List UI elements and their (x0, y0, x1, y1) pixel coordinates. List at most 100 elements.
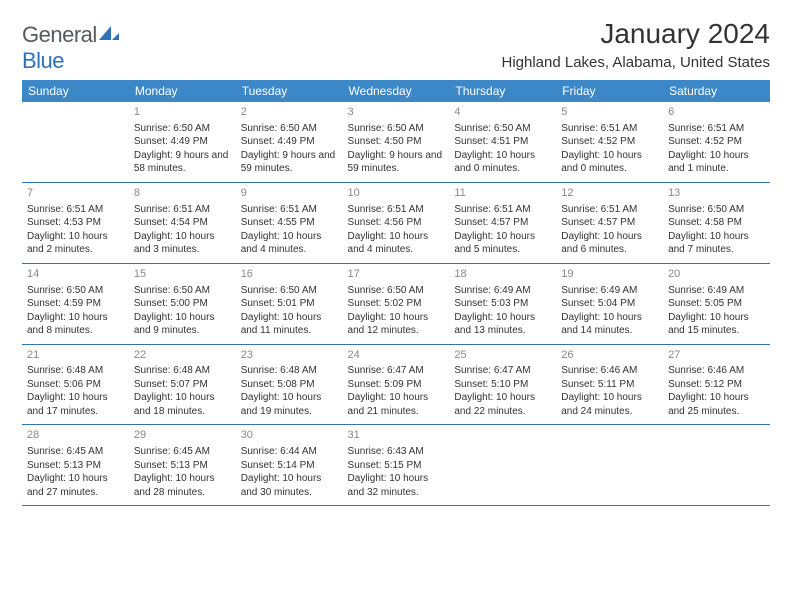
day-number: 9 (241, 186, 338, 201)
day-number: 29 (134, 428, 231, 443)
sunset-line: Sunset: 5:09 PM (348, 378, 445, 392)
day-number: 14 (27, 267, 124, 282)
day-number: 6 (668, 105, 765, 120)
daylight-line: Daylight: 10 hours and 1 minute. (668, 149, 765, 176)
header: GeneralBlue January 2024 Highland Lakes,… (22, 18, 770, 74)
sunrise-line: Sunrise: 6:50 AM (454, 122, 551, 136)
sunrise-line: Sunrise: 6:48 AM (241, 364, 338, 378)
day-number: 24 (348, 348, 445, 363)
daylight-line: Daylight: 9 hours and 59 minutes. (241, 149, 338, 176)
logo: GeneralBlue (22, 18, 121, 74)
sunset-line: Sunset: 5:08 PM (241, 378, 338, 392)
day-number: 19 (561, 267, 658, 282)
calendar-table: SundayMondayTuesdayWednesdayThursdayFrid… (22, 80, 770, 506)
day-number: 18 (454, 267, 551, 282)
sunrise-line: Sunrise: 6:50 AM (134, 284, 231, 298)
weekday-header: Sunday (22, 80, 129, 102)
day-number: 15 (134, 267, 231, 282)
calendar-day-cell: 12Sunrise: 6:51 AMSunset: 4:57 PMDayligh… (556, 182, 663, 263)
sunrise-line: Sunrise: 6:48 AM (27, 364, 124, 378)
day-number: 16 (241, 267, 338, 282)
sunrise-line: Sunrise: 6:51 AM (27, 203, 124, 217)
sunrise-line: Sunrise: 6:45 AM (27, 445, 124, 459)
sunrise-line: Sunrise: 6:43 AM (348, 445, 445, 459)
day-number: 27 (668, 348, 765, 363)
calendar-day-cell: 3Sunrise: 6:50 AMSunset: 4:50 PMDaylight… (343, 102, 450, 182)
sunrise-line: Sunrise: 6:46 AM (561, 364, 658, 378)
sunrise-line: Sunrise: 6:50 AM (241, 284, 338, 298)
sunrise-line: Sunrise: 6:45 AM (134, 445, 231, 459)
day-number: 25 (454, 348, 551, 363)
day-number: 22 (134, 348, 231, 363)
calendar-day-cell: 4Sunrise: 6:50 AMSunset: 4:51 PMDaylight… (449, 102, 556, 182)
daylight-line: Daylight: 10 hours and 28 minutes. (134, 472, 231, 499)
calendar-day-cell: 24Sunrise: 6:47 AMSunset: 5:09 PMDayligh… (343, 344, 450, 425)
sunset-line: Sunset: 4:59 PM (27, 297, 124, 311)
daylight-line: Daylight: 10 hours and 21 minutes. (348, 391, 445, 418)
weekday-header: Saturday (663, 80, 770, 102)
calendar-empty-cell (663, 425, 770, 506)
daylight-line: Daylight: 10 hours and 32 minutes. (348, 472, 445, 499)
sunrise-line: Sunrise: 6:51 AM (454, 203, 551, 217)
calendar-day-cell: 20Sunrise: 6:49 AMSunset: 5:05 PMDayligh… (663, 263, 770, 344)
daylight-line: Daylight: 10 hours and 2 minutes. (27, 230, 124, 257)
day-number: 3 (348, 105, 445, 120)
sunset-line: Sunset: 4:58 PM (668, 216, 765, 230)
sunset-line: Sunset: 4:53 PM (27, 216, 124, 230)
calendar-day-cell: 18Sunrise: 6:49 AMSunset: 5:03 PMDayligh… (449, 263, 556, 344)
weekday-header: Wednesday (343, 80, 450, 102)
day-number: 21 (27, 348, 124, 363)
calendar-row: 14Sunrise: 6:50 AMSunset: 4:59 PMDayligh… (22, 263, 770, 344)
sunrise-line: Sunrise: 6:46 AM (668, 364, 765, 378)
daylight-line: Daylight: 10 hours and 13 minutes. (454, 311, 551, 338)
calendar-day-cell: 22Sunrise: 6:48 AMSunset: 5:07 PMDayligh… (129, 344, 236, 425)
sunset-line: Sunset: 5:11 PM (561, 378, 658, 392)
sunrise-line: Sunrise: 6:51 AM (561, 203, 658, 217)
sunrise-line: Sunrise: 6:50 AM (348, 122, 445, 136)
sunset-line: Sunset: 4:54 PM (134, 216, 231, 230)
daylight-line: Daylight: 10 hours and 15 minutes. (668, 311, 765, 338)
day-number: 28 (27, 428, 124, 443)
sunset-line: Sunset: 5:00 PM (134, 297, 231, 311)
daylight-line: Daylight: 10 hours and 27 minutes. (27, 472, 124, 499)
page-subtitle: Highland Lakes, Alabama, United States (502, 54, 771, 71)
sunrise-line: Sunrise: 6:50 AM (27, 284, 124, 298)
sunrise-line: Sunrise: 6:50 AM (348, 284, 445, 298)
day-number: 8 (134, 186, 231, 201)
calendar-day-cell: 11Sunrise: 6:51 AMSunset: 4:57 PMDayligh… (449, 182, 556, 263)
sunrise-line: Sunrise: 6:51 AM (348, 203, 445, 217)
calendar-row: 1Sunrise: 6:50 AMSunset: 4:49 PMDaylight… (22, 102, 770, 182)
calendar-empty-cell (22, 102, 129, 182)
logo-sail-icon (97, 24, 121, 42)
calendar-day-cell: 9Sunrise: 6:51 AMSunset: 4:55 PMDaylight… (236, 182, 343, 263)
sunset-line: Sunset: 5:10 PM (454, 378, 551, 392)
sunset-line: Sunset: 4:49 PM (134, 135, 231, 149)
day-number: 2 (241, 105, 338, 120)
daylight-line: Daylight: 10 hours and 9 minutes. (134, 311, 231, 338)
calendar-day-cell: 16Sunrise: 6:50 AMSunset: 5:01 PMDayligh… (236, 263, 343, 344)
day-number: 7 (27, 186, 124, 201)
daylight-line: Daylight: 10 hours and 11 minutes. (241, 311, 338, 338)
calendar-day-cell: 23Sunrise: 6:48 AMSunset: 5:08 PMDayligh… (236, 344, 343, 425)
sunset-line: Sunset: 5:05 PM (668, 297, 765, 311)
daylight-line: Daylight: 10 hours and 12 minutes. (348, 311, 445, 338)
day-number: 23 (241, 348, 338, 363)
weekday-header: Tuesday (236, 80, 343, 102)
calendar-row: 21Sunrise: 6:48 AMSunset: 5:06 PMDayligh… (22, 344, 770, 425)
calendar-day-cell: 10Sunrise: 6:51 AMSunset: 4:56 PMDayligh… (343, 182, 450, 263)
sunset-line: Sunset: 5:04 PM (561, 297, 658, 311)
sunset-line: Sunset: 5:13 PM (27, 459, 124, 473)
calendar-day-cell: 30Sunrise: 6:44 AMSunset: 5:14 PMDayligh… (236, 425, 343, 506)
daylight-line: Daylight: 10 hours and 30 minutes. (241, 472, 338, 499)
calendar-day-cell: 29Sunrise: 6:45 AMSunset: 5:13 PMDayligh… (129, 425, 236, 506)
sunset-line: Sunset: 5:15 PM (348, 459, 445, 473)
sunrise-line: Sunrise: 6:51 AM (668, 122, 765, 136)
calendar-day-cell: 21Sunrise: 6:48 AMSunset: 5:06 PMDayligh… (22, 344, 129, 425)
sunset-line: Sunset: 5:07 PM (134, 378, 231, 392)
sunset-line: Sunset: 4:52 PM (561, 135, 658, 149)
calendar-day-cell: 6Sunrise: 6:51 AMSunset: 4:52 PMDaylight… (663, 102, 770, 182)
logo-text-1: General (22, 22, 97, 47)
sunset-line: Sunset: 4:57 PM (561, 216, 658, 230)
calendar-day-cell: 26Sunrise: 6:46 AMSunset: 5:11 PMDayligh… (556, 344, 663, 425)
sunset-line: Sunset: 4:56 PM (348, 216, 445, 230)
